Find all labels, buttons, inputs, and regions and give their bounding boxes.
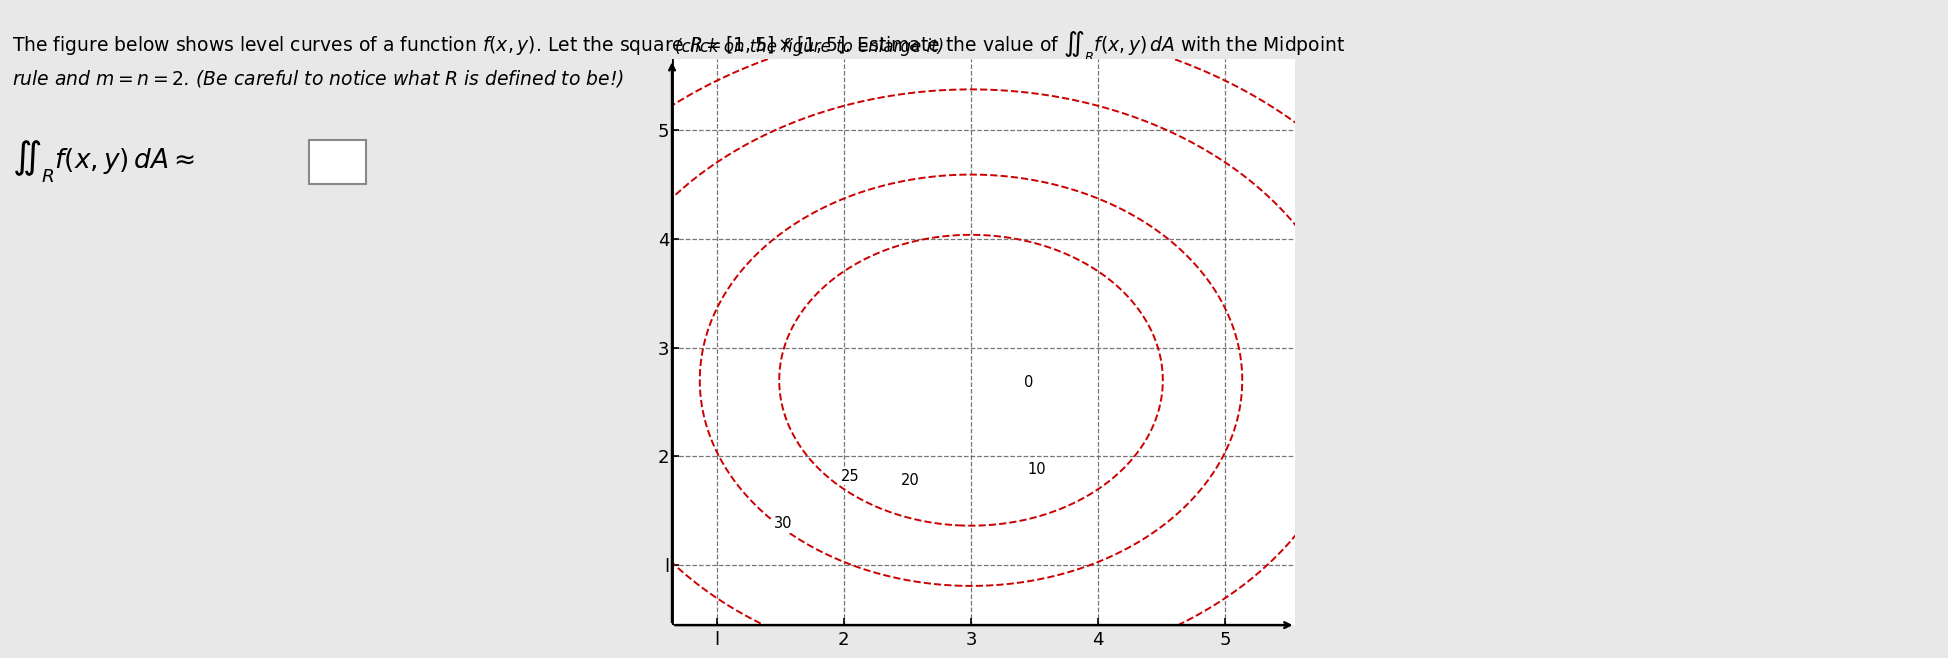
Text: rule and $m = n = 2$. (Be careful to notice what $R$ is defined to be!): rule and $m = n = 2$. (Be careful to not…: [12, 68, 623, 89]
Text: The figure below shows level curves of a function $f(x, y)$. Let the square $R =: The figure below shows level curves of a…: [12, 30, 1346, 64]
Text: 10: 10: [1029, 462, 1046, 477]
Text: 20: 20: [900, 473, 919, 488]
FancyBboxPatch shape: [310, 140, 366, 184]
Text: 30: 30: [773, 517, 793, 532]
Text: (click on the figure to enlarge it): (click on the figure to enlarge it): [676, 38, 945, 56]
Text: 0: 0: [1023, 375, 1032, 390]
Text: $\iint_R f(x, y)\,dA \approx$: $\iint_R f(x, y)\,dA \approx$: [12, 138, 195, 184]
Text: 25: 25: [842, 468, 859, 484]
